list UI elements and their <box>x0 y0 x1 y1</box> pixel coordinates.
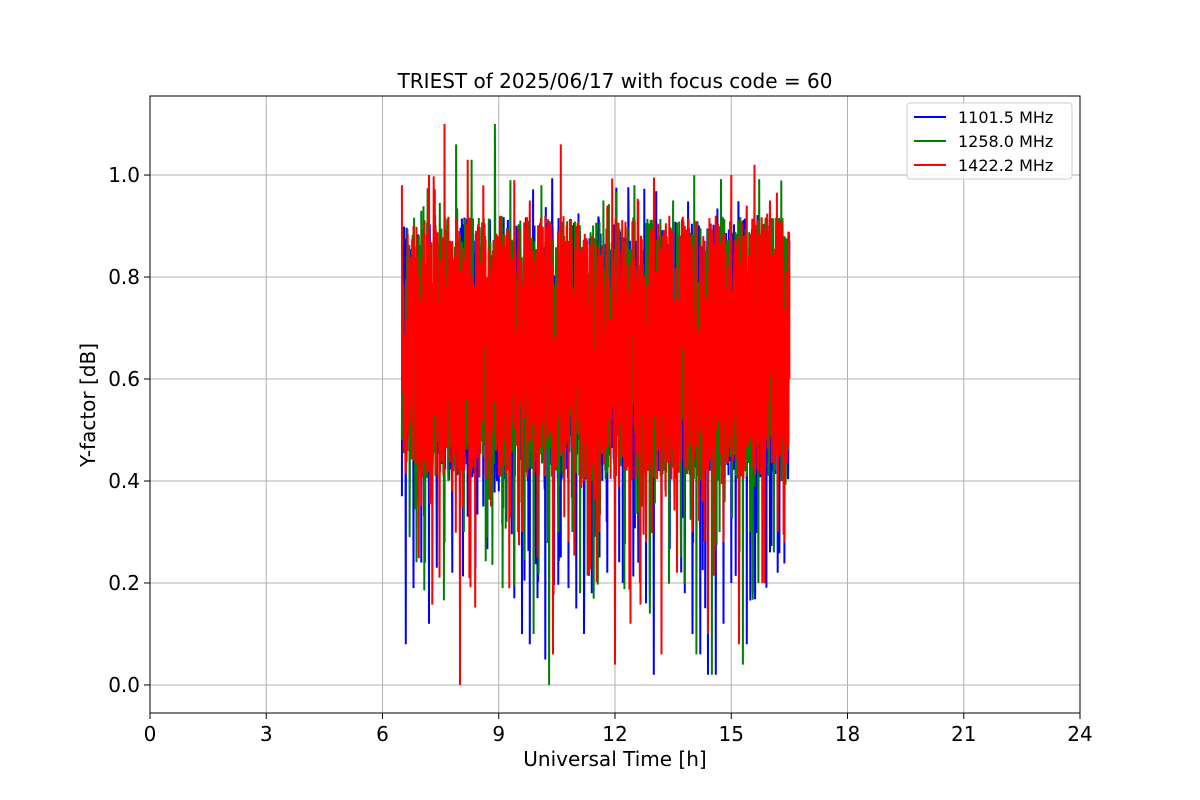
y-tick-label: 0.4 <box>108 469 140 493</box>
y-tick-label: 1.0 <box>108 163 140 187</box>
x-tick-label: 6 <box>376 722 389 746</box>
x-tick-label: 15 <box>719 722 744 746</box>
chart-title: TRIEST of 2025/06/17 with focus code = 6… <box>397 69 833 93</box>
plot-area <box>400 123 791 686</box>
legend: 1101.5 MHz 1258.0 MHz 1422.2 MHz <box>906 102 1073 180</box>
x-axis-label: Universal Time [h] <box>523 747 706 771</box>
y-tick-label: 0.0 <box>108 673 140 697</box>
legend-label-1101-5: 1101.5 MHz <box>958 108 1053 127</box>
x-tick-label: 18 <box>835 722 860 746</box>
x-tick-label: 3 <box>260 722 273 746</box>
legend-label-1422-2: 1422.2 MHz <box>958 156 1053 175</box>
x-tick-label: 0 <box>144 722 157 746</box>
y-tick-label: 0.8 <box>108 265 140 289</box>
y-tick-label: 0.6 <box>108 367 140 391</box>
x-tick-label: 9 <box>492 722 505 746</box>
legend-box <box>906 102 1073 180</box>
x-tick-label: 12 <box>602 722 627 746</box>
series-line-2 <box>400 123 791 686</box>
y-axis-label: Y-factor [dB] <box>76 343 100 468</box>
legend-label-1258-0: 1258.0 MHz <box>958 132 1053 151</box>
x-tick-label: 24 <box>1067 722 1092 746</box>
y-tick-label: 0.2 <box>108 571 140 595</box>
x-tick-label: 21 <box>951 722 976 746</box>
ticks: 0 3 6 9 12 15 18 21 24 0.0 0.2 0.4 0.6 0.8 1.0 <box>108 163 1093 746</box>
